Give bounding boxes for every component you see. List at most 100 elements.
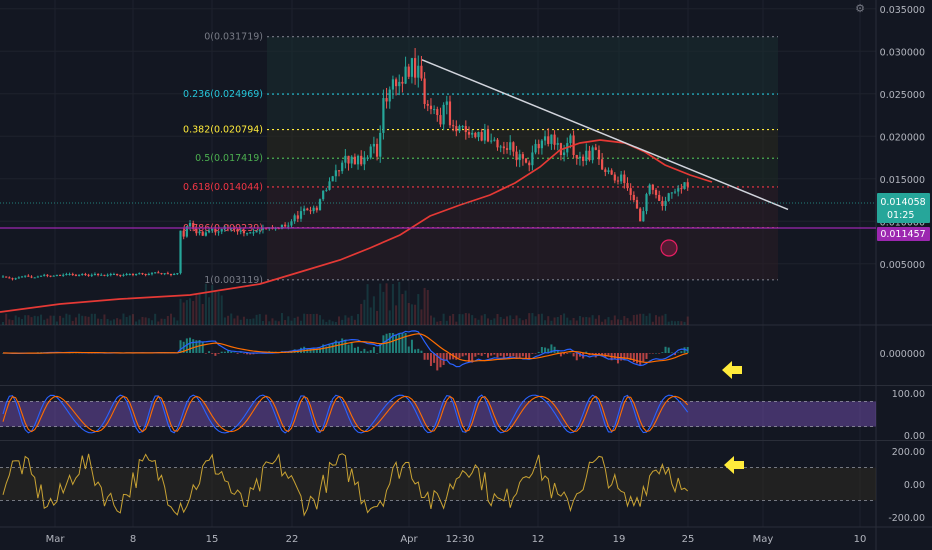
candle-body [531, 152, 534, 166]
candle-body [109, 274, 112, 275]
volume-bar [284, 320, 287, 325]
volume-bar [296, 316, 299, 325]
candle-body [686, 182, 689, 187]
candle-body [423, 78, 426, 104]
candle-body [131, 274, 135, 275]
volume-bar [246, 318, 249, 325]
stoch-d-line [2, 395, 689, 433]
candle-body [347, 155, 350, 164]
candle-body [616, 180, 620, 182]
candle-body [594, 147, 597, 150]
volume-bar [27, 315, 30, 325]
volume-bar [160, 318, 163, 325]
price-tick-label: 0.005000 [880, 260, 925, 271]
candle-body [299, 211, 303, 219]
candle-body [52, 275, 55, 277]
macd-histogram-bar [674, 353, 677, 356]
candle-body [239, 230, 242, 232]
candle-body [363, 157, 366, 165]
macd-histogram-bar [391, 333, 394, 353]
candle-body [192, 223, 195, 229]
time-tick-label: 8 [130, 534, 136, 545]
macd-histogram-bar [426, 353, 429, 360]
volume-bar [46, 318, 49, 325]
candle-body [490, 140, 493, 142]
candle-body [578, 156, 582, 159]
macd-histogram-bar [436, 353, 439, 371]
candle-body [379, 132, 382, 157]
candle-body [414, 58, 417, 78]
macd-histogram-bar [382, 335, 385, 353]
volume-bar [398, 281, 401, 325]
volume-bar [651, 321, 654, 325]
price-tick-label: 0.020000 [880, 132, 925, 143]
candle-body [543, 136, 547, 141]
volume-bar [138, 319, 141, 325]
macd-histogram-bar [341, 338, 344, 353]
candle-body [344, 155, 347, 163]
volume-bar [81, 315, 84, 325]
candle-body [680, 188, 683, 190]
macd-histogram-bar [417, 348, 420, 353]
macd-histogram-bar [350, 342, 353, 353]
last-price-badge [877, 193, 930, 223]
volume-bar [518, 318, 521, 325]
macd-histogram-bar [575, 353, 578, 361]
volume-bar [106, 319, 109, 325]
macd-histogram-bar [445, 353, 448, 361]
candle-body [119, 274, 122, 276]
candle-body [360, 155, 363, 165]
macd-histogram-bar [616, 353, 619, 364]
fib-zone [267, 227, 778, 280]
candle-body [201, 231, 204, 236]
volume-bar [404, 290, 407, 325]
volume-bar [531, 313, 534, 325]
volume-bar [338, 316, 341, 325]
macd-histogram-bar [480, 353, 483, 356]
volume-bar [632, 315, 635, 325]
candle-body [341, 162, 344, 172]
macd-histogram-bar [401, 333, 404, 353]
volume-bar [90, 313, 93, 325]
volume-bar [242, 316, 245, 325]
candle-body [433, 109, 436, 111]
macd-histogram-bar [414, 349, 417, 353]
candle-body [645, 194, 648, 212]
candle-body [642, 211, 645, 222]
macd-histogram-bar [496, 353, 499, 358]
volume-bar [43, 319, 46, 325]
volume-bar [582, 317, 585, 325]
candle-body [442, 104, 445, 125]
volume-bar [474, 318, 477, 325]
macd-histogram-bar [528, 353, 531, 359]
volume-bar [369, 307, 372, 325]
candle-body [445, 101, 448, 105]
volume-bar [670, 320, 673, 325]
time-tick-label: 22 [286, 534, 299, 545]
volume-bar [277, 321, 280, 325]
macd-histogram-bar [312, 347, 315, 353]
cci-tick-label: 0.00 [904, 480, 925, 491]
candle-body [112, 274, 116, 275]
candle-body [103, 274, 106, 276]
candle-body [585, 150, 588, 161]
candle-body [81, 274, 84, 275]
macd-histogram-bar [474, 353, 477, 357]
volume-bar [636, 314, 638, 325]
volume-bar [182, 302, 185, 325]
macd-histogram-bar [360, 351, 363, 353]
volume-bar [664, 313, 667, 325]
candle-body [512, 142, 515, 152]
candle-body [65, 274, 68, 275]
macd-histogram-bar [214, 353, 217, 356]
volume-bar [417, 294, 420, 325]
volume-bar [65, 313, 68, 325]
volume-bar [287, 316, 290, 325]
volume-bar [490, 319, 493, 325]
macd-histogram-bar [537, 351, 540, 353]
candle-body [100, 274, 103, 276]
volume-bar [521, 320, 524, 325]
volume-bar [496, 314, 499, 325]
macd-histogram-bar [439, 353, 442, 368]
